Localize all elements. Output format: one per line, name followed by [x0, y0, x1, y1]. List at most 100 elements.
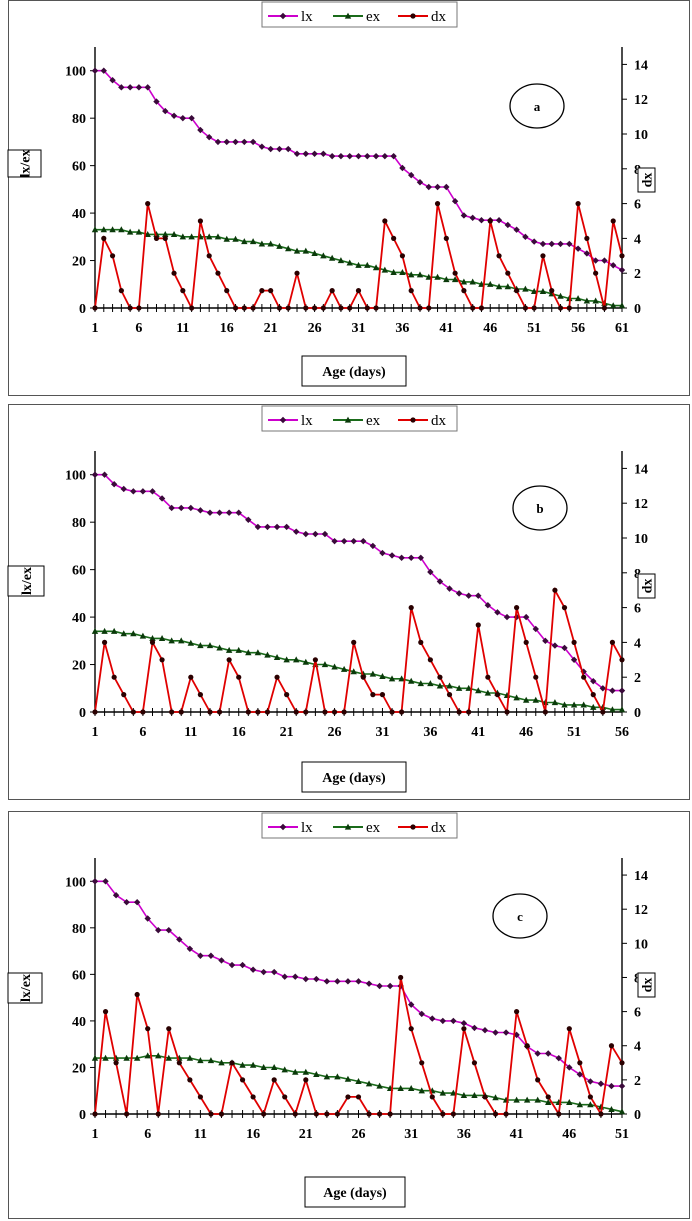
- data-point-dx: [461, 1026, 467, 1032]
- data-point-ex: [187, 639, 195, 646]
- data-point-lx: [566, 240, 573, 248]
- data-point-ex: [188, 233, 195, 240]
- x-tick-label: 6: [139, 725, 146, 740]
- series-ex: [91, 1052, 626, 1115]
- data-point-ex: [144, 231, 151, 238]
- data-point-ex: [587, 1101, 594, 1108]
- data-point-dx: [303, 1077, 309, 1083]
- data-point-lx: [545, 1050, 552, 1057]
- data-point-dx: [208, 1111, 214, 1117]
- data-point-lx: [267, 145, 274, 153]
- data-point-ex: [254, 649, 262, 656]
- data-point-dx: [140, 709, 146, 715]
- series-dx: [92, 587, 625, 716]
- data-point-ex: [340, 665, 348, 672]
- y2-tick-label: 10: [634, 937, 648, 952]
- data-point-dx: [590, 692, 596, 698]
- y2-tick-label: 10: [634, 128, 648, 143]
- y2-tick-label: 12: [634, 903, 648, 918]
- data-point-dx: [492, 1111, 499, 1117]
- data-point-lx: [399, 164, 406, 172]
- data-point-ex: [149, 635, 156, 642]
- data-point-dx: [426, 305, 432, 311]
- data-point-dx: [542, 709, 548, 715]
- data-point-lx: [245, 516, 252, 524]
- data-point-dx: [226, 657, 232, 663]
- data-point-dx: [619, 657, 625, 663]
- data-point-dx: [189, 305, 195, 311]
- data-point-ex: [451, 276, 459, 283]
- data-point-lx: [390, 152, 397, 160]
- data-point-dx: [338, 305, 344, 311]
- data-point-ex: [580, 701, 587, 708]
- data-point-dx: [373, 305, 379, 311]
- data-point-ex: [331, 663, 338, 670]
- x-tick-label: 36: [423, 725, 437, 740]
- data-point-dx: [557, 305, 564, 311]
- data-point-ex: [249, 1061, 257, 1068]
- data-point-ex: [133, 1054, 141, 1061]
- legend-label-dx: dx: [431, 820, 447, 836]
- legend-box: [261, 812, 458, 839]
- y-tick-label: 60: [72, 564, 86, 579]
- data-point-ex: [355, 261, 362, 268]
- data-point-ex: [365, 1080, 373, 1087]
- y2-axis-label: dx: [641, 978, 656, 993]
- data-point-dx: [276, 305, 283, 311]
- data-point-dx: [440, 1111, 446, 1117]
- data-point-lx: [469, 214, 476, 222]
- data-point-dx: [545, 1094, 551, 1100]
- data-point-ex: [561, 701, 568, 708]
- data-point-dx: [197, 218, 203, 224]
- y2-tick-label: 6: [634, 602, 641, 617]
- data-point-lx: [135, 84, 143, 91]
- data-point-lx: [355, 152, 362, 160]
- data-point-ex: [484, 689, 492, 696]
- data-point-ex: [344, 1075, 352, 1082]
- y2-axis-label: dx: [641, 579, 656, 594]
- data-point-dx: [176, 1060, 182, 1066]
- data-point-dx: [216, 709, 223, 715]
- data-point-lx: [153, 98, 160, 105]
- data-point-dx: [466, 709, 472, 715]
- data-point-ex: [609, 706, 616, 713]
- x-tick-label: 26: [352, 1127, 366, 1142]
- x-tick-label: 36: [395, 321, 409, 336]
- data-point-lx: [386, 982, 394, 990]
- data-point-dx: [101, 235, 107, 241]
- data-point-lx: [130, 488, 137, 495]
- data-point-dx: [282, 1094, 288, 1100]
- data-point-lx: [599, 685, 607, 692]
- y-tick-label: 100: [65, 469, 86, 484]
- data-point-dx: [215, 270, 221, 276]
- data-point-dx: [334, 1111, 341, 1117]
- data-point-ex: [337, 257, 345, 264]
- data-point-lx: [235, 509, 242, 516]
- data-point-ex: [418, 1087, 425, 1094]
- data-point-lx: [434, 183, 441, 191]
- data-point-dx: [399, 253, 406, 259]
- data-point-lx: [610, 262, 617, 269]
- data-point-dx: [584, 235, 590, 241]
- data-point-dx: [236, 674, 242, 680]
- data-point-ex: [583, 297, 591, 304]
- data-point-ex: [574, 295, 582, 302]
- y-axis-label-box: [7, 565, 45, 597]
- data-point-ex: [179, 233, 187, 240]
- data-point-lx: [355, 978, 362, 985]
- y-tick-label: 100: [65, 65, 86, 80]
- data-point-ex: [245, 649, 252, 656]
- legend-label-lx: lx: [301, 413, 313, 429]
- data-point-ex: [379, 673, 386, 680]
- data-point-lx: [583, 250, 591, 257]
- data-point-dx: [331, 709, 338, 715]
- data-point-dx: [549, 288, 555, 294]
- data-point-ex: [276, 242, 283, 249]
- data-point-dx: [575, 201, 581, 207]
- data-point-lx: [311, 150, 318, 157]
- x-tick-label: 21: [280, 725, 294, 740]
- data-point-dx: [250, 1094, 256, 1100]
- data-point-lx: [120, 485, 127, 493]
- data-point-ex: [241, 238, 248, 245]
- y-axis-label-box: [7, 149, 42, 178]
